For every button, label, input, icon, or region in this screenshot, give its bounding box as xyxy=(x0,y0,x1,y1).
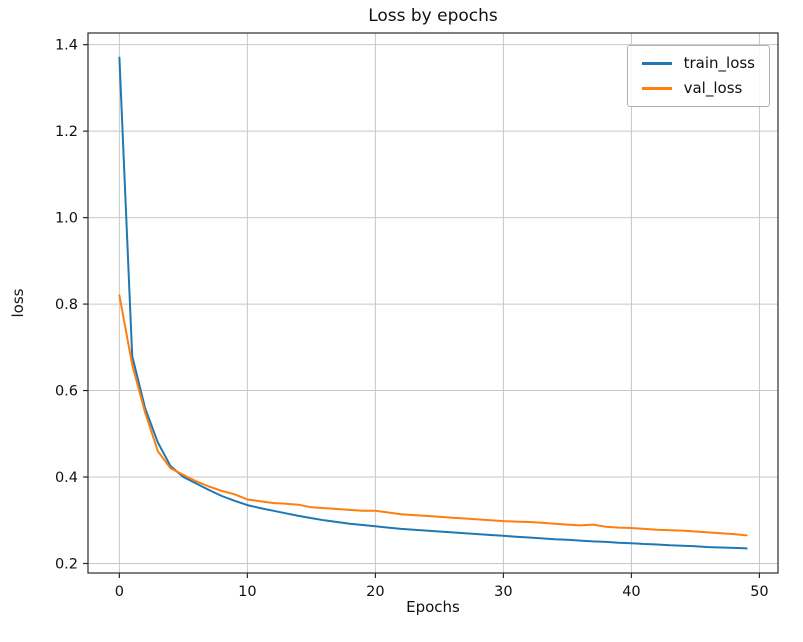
legend: train_loss val_loss xyxy=(626,45,770,107)
x-tick-label: 20 xyxy=(366,584,384,600)
y-tick-label: 1.0 xyxy=(55,211,78,227)
y-tick-label: 1.2 xyxy=(55,124,78,140)
plot-border xyxy=(87,32,779,574)
legend-item-val-loss: val_loss xyxy=(641,79,755,97)
legend-item-train-loss: train_loss xyxy=(641,54,755,72)
y-tick-label: 0.8 xyxy=(55,297,78,313)
x-tick-label: 10 xyxy=(238,584,256,600)
y-tick-label: 1.4 xyxy=(55,38,78,54)
x-tick-label: 30 xyxy=(494,584,512,600)
y-tick-label: 0.4 xyxy=(55,470,78,486)
y-axis-label: loss xyxy=(9,288,27,318)
legend-label-val-loss: val_loss xyxy=(683,79,743,97)
x-tick-label: 50 xyxy=(750,584,768,600)
x-tick-label: 0 xyxy=(115,584,124,600)
y-tick-label: 0.6 xyxy=(55,384,78,400)
val-loss-line-swatch xyxy=(641,87,672,90)
train-loss-line-swatch xyxy=(641,62,672,65)
x-axis-label: Epochs xyxy=(406,598,460,616)
y-tick-label: 0.2 xyxy=(55,556,78,572)
chart-title: Loss by epochs xyxy=(368,6,498,26)
legend-label-train-loss: train_loss xyxy=(683,54,755,72)
x-tick-label: 40 xyxy=(622,584,640,600)
val_loss-line xyxy=(118,294,748,537)
train_loss-line xyxy=(118,56,748,550)
